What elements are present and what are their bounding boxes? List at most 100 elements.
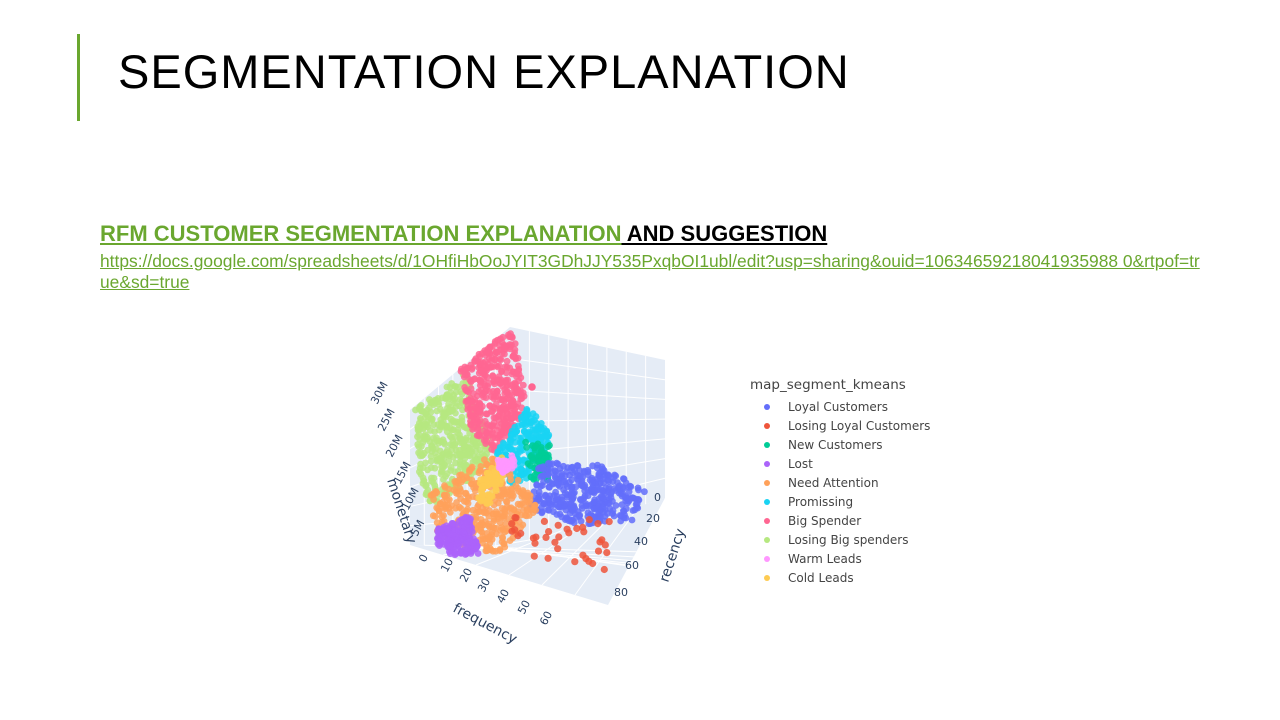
data-point <box>578 505 586 512</box>
legend-marker-icon <box>764 479 770 486</box>
tick-recency: 60 <box>625 559 639 572</box>
data-point <box>537 435 545 443</box>
data-point <box>495 341 503 349</box>
data-point <box>495 460 503 468</box>
legend-items: Loyal Customers Losing Loyal Customers New… <box>750 397 930 587</box>
data-point <box>483 410 491 418</box>
legend-marker-icon <box>764 403 770 410</box>
legend-item[interactable]: Promissing <box>750 492 930 511</box>
tick-frequency: 40 <box>494 587 512 605</box>
data-point <box>530 476 538 483</box>
data-point <box>544 471 552 479</box>
data-point <box>598 463 606 471</box>
data-point <box>600 565 608 574</box>
data-point <box>462 551 469 558</box>
data-point <box>554 545 562 553</box>
data-point <box>444 501 451 509</box>
data-point <box>447 415 455 423</box>
data-point <box>448 426 456 434</box>
data-point <box>519 501 527 508</box>
data-point <box>462 434 470 442</box>
tick-frequency: 20 <box>457 566 475 584</box>
plot-points <box>412 330 648 574</box>
data-point <box>511 514 519 522</box>
legend-item[interactable]: Losing Big spenders <box>750 530 930 549</box>
legend-item[interactable]: Need Attention <box>750 473 930 492</box>
data-point <box>508 341 515 349</box>
tick-recency: 40 <box>634 535 648 548</box>
data-point <box>412 406 419 414</box>
data-point <box>522 438 529 446</box>
data-point <box>443 496 451 504</box>
legend-item[interactable]: Cold Leads <box>750 568 930 587</box>
data-point <box>503 369 510 377</box>
data-point <box>557 469 565 477</box>
data-point <box>462 489 470 497</box>
data-point <box>604 500 612 507</box>
tick-recency: 80 <box>614 586 628 599</box>
data-point <box>435 507 443 515</box>
legend-item[interactable]: Loyal Customers <box>750 397 930 416</box>
data-point <box>500 514 508 522</box>
segmentation-explanation-link[interactable]: RFM CUSTOMER SEGMENTATION EXPLANATION <box>100 221 622 246</box>
data-point <box>427 492 435 499</box>
data-point <box>508 486 516 494</box>
data-point <box>464 402 472 410</box>
data-point <box>582 555 590 563</box>
data-point <box>543 427 551 435</box>
data-point <box>503 527 510 535</box>
data-point <box>503 503 511 511</box>
data-point <box>536 458 544 466</box>
data-point <box>445 458 453 465</box>
data-point <box>492 349 500 356</box>
legend-label: Cold Leads <box>788 570 854 585</box>
data-point <box>495 431 502 439</box>
data-point <box>502 395 510 403</box>
data-point <box>485 379 493 387</box>
spreadsheet-url-link[interactable]: https://docs.google.com/spreadsheets/d/1… <box>100 251 1200 292</box>
data-point <box>571 505 579 512</box>
data-point <box>524 460 532 467</box>
data-point <box>577 481 585 489</box>
data-point <box>529 534 537 542</box>
data-point <box>590 487 598 494</box>
data-point <box>575 472 582 479</box>
scatter-3d-plot[interactable]: 0 5M 10M 15M 20M 25M 30M 10 20 30 40 50 60 0 20 40 60 80 … <box>350 315 838 650</box>
data-point <box>426 396 433 403</box>
legend-item[interactable]: Big Spender <box>750 511 930 530</box>
legend-item[interactable]: Warm Leads <box>750 549 930 568</box>
data-point <box>456 446 463 454</box>
data-point <box>500 486 508 494</box>
tick-frequency: 60 <box>537 609 555 627</box>
data-point <box>483 437 490 445</box>
legend-item[interactable]: Losing Loyal Customers <box>750 416 930 435</box>
legend-item[interactable]: Lost <box>750 454 930 473</box>
legend-label: New Customers <box>788 437 883 452</box>
data-point <box>426 427 434 434</box>
data-point <box>487 493 494 501</box>
data-point <box>531 416 538 424</box>
data-point <box>498 476 505 484</box>
subtitle: RFM CUSTOMER SEGMENTATION EXPLANATION AN… <box>100 221 827 247</box>
data-point <box>609 507 617 515</box>
legend-item[interactable]: New Customers <box>750 435 930 454</box>
data-point <box>535 452 543 460</box>
data-point <box>416 419 423 427</box>
data-point <box>414 424 422 432</box>
data-point <box>539 464 547 472</box>
data-point <box>517 524 525 531</box>
data-point <box>598 492 605 500</box>
tick-frequency: 10 <box>438 556 456 574</box>
data-point <box>579 523 587 531</box>
data-point <box>506 437 514 444</box>
data-point <box>524 498 532 506</box>
data-point <box>490 395 498 402</box>
data-point <box>508 520 516 528</box>
data-point <box>420 424 428 431</box>
data-point <box>446 550 454 558</box>
data-point <box>433 519 441 526</box>
data-point <box>417 449 424 456</box>
data-point <box>461 371 469 379</box>
data-point <box>574 462 582 470</box>
data-point <box>591 496 598 504</box>
